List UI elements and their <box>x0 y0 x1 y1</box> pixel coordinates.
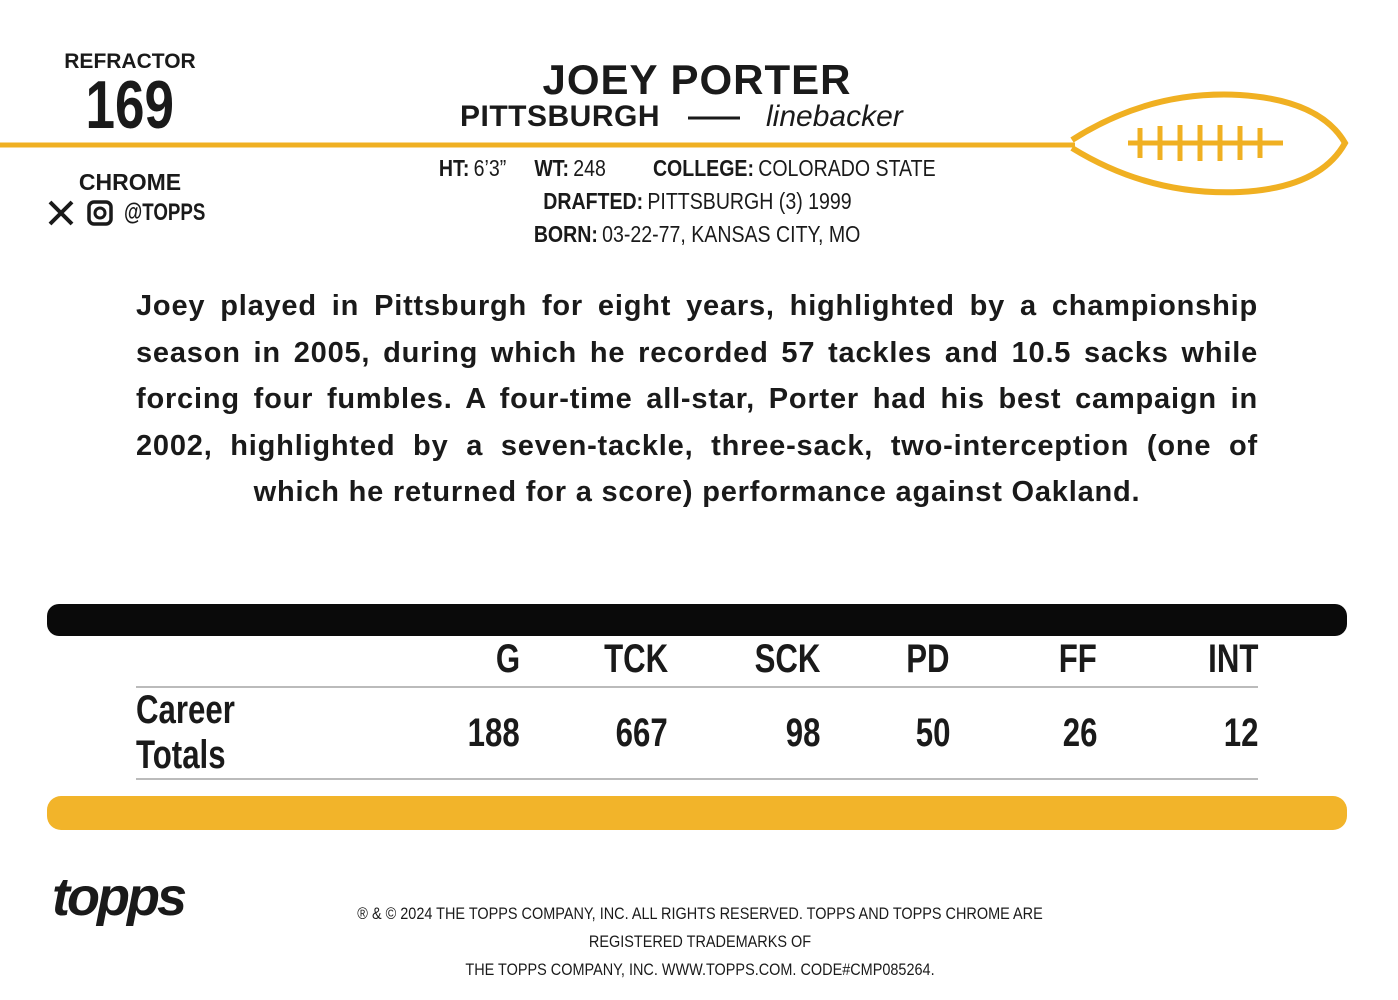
info-label: BORN: <box>533 221 598 247</box>
info-label: WT: <box>534 155 570 181</box>
column-header: INT <box>1097 632 1258 688</box>
stat-cell: 667 <box>520 687 668 780</box>
bio-info: HT: 6’3” WT: 248 COLLEGE: COLORADO STATE DRAFT… <box>380 152 1014 251</box>
legal-line: ® & © 2024 THE TOPPS COMPANY, INC. ALL R… <box>357 904 1043 951</box>
stats-row: Career Totals 188 667 98 50 26 12 <box>136 687 1258 780</box>
legal-line: THE TOPPS COMPANY, INC. WWW.TOPPS.COM. C… <box>465 960 935 979</box>
info-item: BORN: 03-22-77, KANSAS CITY, MO <box>534 218 861 251</box>
info-row: DRAFTED: PITTSBURGH (3) 1999 <box>380 185 1014 218</box>
info-item: DRAFTED: PITTSBURGH (3) 1999 <box>543 185 851 218</box>
social-handle: @TOPPS <box>124 199 228 227</box>
stat-value: 26 <box>1062 710 1097 755</box>
variant: REFRACTOR <box>64 50 196 73</box>
position: linebacker <box>766 100 903 133</box>
info-label: DRAFTED: <box>542 188 643 214</box>
stat-cell: 26 <box>950 687 1097 780</box>
logo: topps <box>52 867 187 927</box>
stat-cell: 98 <box>668 687 820 780</box>
info-item: WT: 248 <box>534 152 606 185</box>
row-label: Career Totals <box>136 687 380 780</box>
stat-cell: 50 <box>820 687 950 780</box>
info-row: HT: 6’3” WT: 248 COLLEGE: COLORADO STATE <box>380 152 1014 185</box>
stat-value: 667 <box>615 710 668 755</box>
stat-value: 12 <box>1223 710 1258 755</box>
column-header: TCK <box>520 632 668 688</box>
stat-cell: 188 <box>380 687 520 780</box>
column-header-text: FF <box>1058 636 1097 681</box>
stat-value: 188 <box>467 710 520 755</box>
info-item: COLLEGE: COLORADO STATE <box>653 152 936 185</box>
social-text: @TOPPS <box>124 199 206 226</box>
header-row: G TCK SCK PD FF INT <box>136 632 1258 688</box>
info-row: BORN: 03-22-77, KANSAS CITY, MO <box>380 218 1014 251</box>
column-header-text: TCK <box>603 636 668 681</box>
stat-cell: 12 <box>1097 687 1258 780</box>
column-header-text: INT <box>1207 636 1258 681</box>
info-value: 6’3” <box>473 155 507 181</box>
column-header: SCK <box>668 632 820 688</box>
info-label: HT: <box>438 155 470 181</box>
column-header: FF <box>950 632 1097 688</box>
info-value: PITTSBURGH (3) 1999 <box>646 188 852 214</box>
column-header: PD <box>820 632 950 688</box>
stat-value: 50 <box>915 710 950 755</box>
info-item: HT: 6’3” <box>439 152 506 185</box>
column-header-text: PD <box>906 636 950 681</box>
biography: Joey played in Pittsburgh for eight year… <box>136 290 1258 508</box>
stat-value: 98 <box>785 710 820 755</box>
column-header-text: SCK <box>754 636 820 681</box>
info-label: COLLEGE: <box>653 155 755 181</box>
table: G TCK SCK PD FF INT Career Totals 188 667 98 50 26… <box>136 632 1258 780</box>
brand: CHROME <box>78 169 182 195</box>
info-value: COLORADO STATE <box>758 155 937 181</box>
column-header: G <box>380 632 520 688</box>
row-label-text: Career Totals <box>136 688 235 777</box>
column-header-text: G <box>495 636 520 681</box>
team: PITTSBURGH <box>460 100 660 133</box>
info-value: 03-22-77, KANSAS CITY, MO <box>602 221 861 247</box>
stats-table: G TCK SCK PD FF INT Career Totals 188 667 98 50 26… <box>136 632 1258 780</box>
info-value: 248 <box>573 155 607 181</box>
player-name: JOEY PORTER <box>542 56 852 103</box>
card-number-text: 169 <box>85 67 175 143</box>
card-number: 169 <box>60 66 200 144</box>
legal: ® & © 2024 THE TOPPS COMPANY, INC. ALL R… <box>250 900 1150 984</box>
